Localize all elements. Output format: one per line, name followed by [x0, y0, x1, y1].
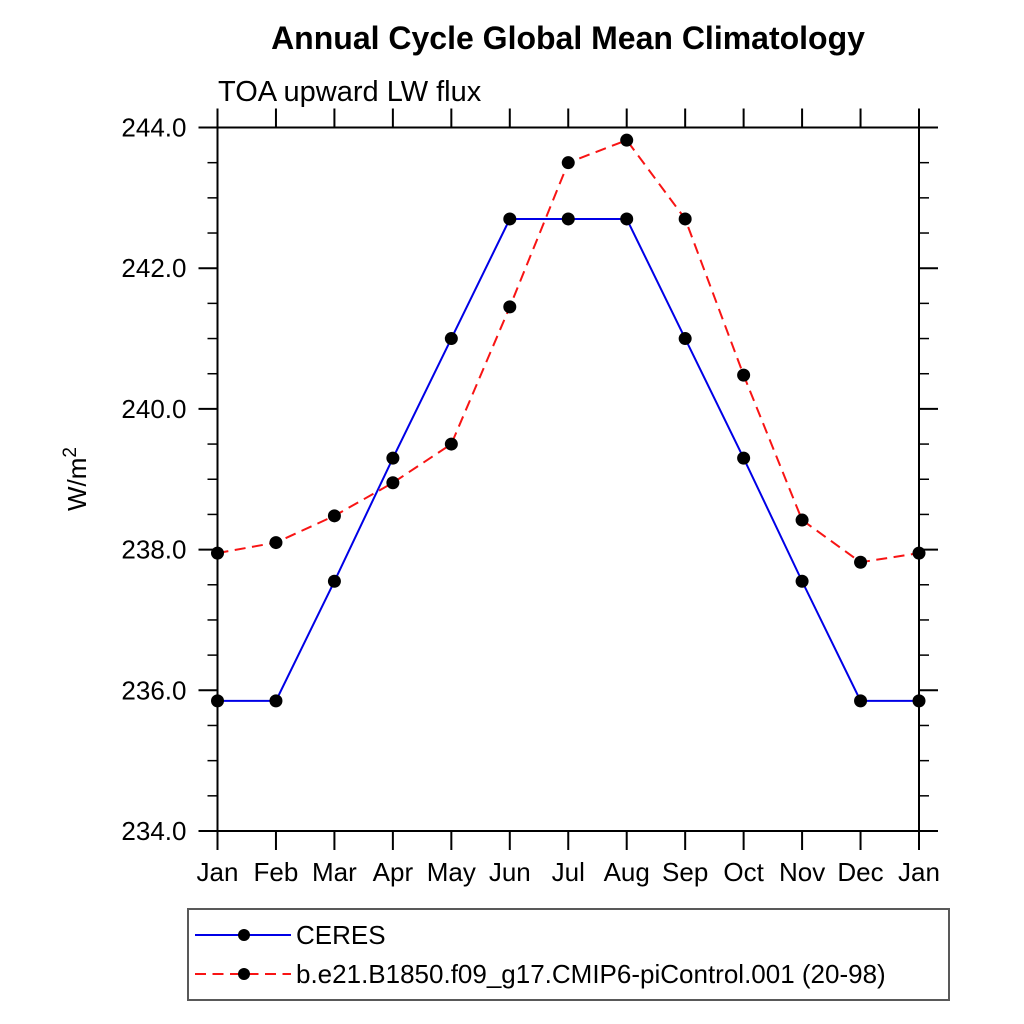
data-point-marker [620, 133, 634, 147]
y-tick-label: 240.0 [121, 394, 186, 424]
data-point-marker [620, 212, 634, 226]
y-tick-label: 234.0 [121, 816, 186, 846]
y-tick-label: 238.0 [121, 535, 186, 565]
data-point-marker [503, 300, 517, 314]
legend-label: b.e21.B1850.f09_g17.CMIP6-piControl.001 … [296, 959, 886, 990]
x-tick-label: Feb [254, 857, 299, 887]
chart-title: Annual Cycle Global Mean Climatology [271, 20, 865, 56]
x-tick-label: Dec [837, 857, 883, 887]
data-point-marker [854, 555, 868, 569]
data-point-marker [327, 574, 341, 588]
x-tick-label: Jan [898, 857, 940, 887]
data-point-marker [561, 212, 575, 226]
data-point-marker [386, 451, 400, 465]
legend-marker-icon [238, 928, 250, 941]
plot-frame [216, 126, 920, 832]
legend-line-sample-icon [195, 928, 291, 941]
x-tick-label: Apr [373, 857, 414, 887]
legend-marker-icon [238, 968, 250, 981]
data-point-marker [795, 513, 809, 527]
x-tick-label: Aug [604, 857, 650, 887]
series-line-b-e21-b1850-f09-g17-cmip6-picontrol-001- [217, 138, 920, 564]
data-point-marker [503, 212, 517, 226]
x-tick-label: Oct [723, 857, 764, 887]
data-point-marker [327, 509, 341, 523]
x-tick-labels: Jan Feb Mar Apr May Jun Jul Aug Sep Oct Nov Dec Jan [197, 857, 940, 887]
x-tick-label: Jan [197, 857, 239, 887]
chart-subtitle: TOA upward LW flux [218, 76, 482, 108]
legend-item-b-e21-b1850-f09-g17-cmip6-picontrol-001-: b.e21.B1850.f09_g17.CMIP6-piControl.001 … [193, 959, 948, 989]
data-point-marker [269, 694, 283, 708]
data-point-marker [386, 476, 400, 490]
data-point-marker [912, 694, 926, 708]
legend-label: CERES [296, 919, 386, 950]
y-tick-labels: 234.0 236.0 238.0 240.0 242.0 244.0 [121, 113, 186, 847]
data-point-marker [561, 156, 575, 170]
data-point-marker [737, 451, 751, 465]
data-point-marker [854, 694, 868, 708]
data-point-marker [211, 546, 224, 560]
y-axis-label: W/m2 [60, 447, 92, 511]
data-point-marker [444, 332, 458, 346]
legend-line-sample-icon [195, 968, 291, 981]
y-tick-label: 244.0 [121, 113, 186, 143]
x-tick-label: Jun [489, 857, 531, 887]
x-tick-label: Sep [662, 857, 708, 887]
y-tick-label: 236.0 [121, 675, 186, 705]
x-tick-label: Nov [779, 857, 825, 887]
data-point-marker [737, 368, 751, 382]
data-point-marker [269, 536, 283, 550]
x-tick-label: Mar [312, 857, 357, 887]
data-point-marker [912, 546, 926, 560]
x-tick-label: Jul [552, 857, 585, 887]
series-markers-ceres [211, 212, 926, 708]
data-point-marker [211, 694, 224, 708]
x-tick-label: May [427, 857, 476, 887]
data-point-marker [678, 212, 692, 226]
data-point-marker [795, 574, 809, 588]
data-point-marker [678, 332, 692, 346]
series-line-ceres [217, 217, 919, 702]
series-markers-b-e21-b1850-f09-g17-cmip6-picontrol-001- [211, 133, 926, 569]
legend-item-ceres: CERES [193, 920, 948, 950]
y-tick-label: 242.0 [121, 253, 186, 283]
legend: CERES b.e21.B1850.f09_g17.CMIP6-piControl… [187, 908, 950, 1001]
data-point-marker [444, 437, 458, 451]
